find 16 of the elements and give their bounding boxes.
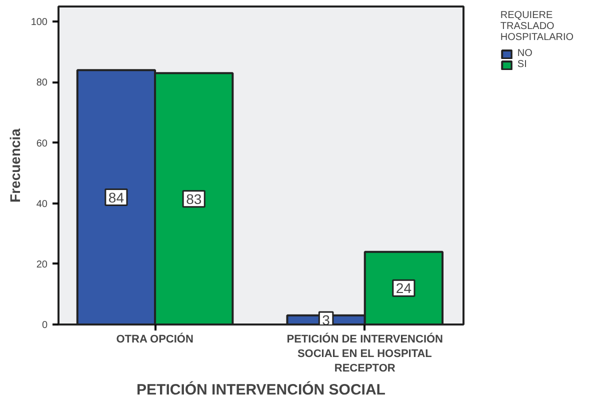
legend-label: SI	[517, 59, 528, 70]
y-tick-label: 100	[30, 17, 48, 28]
y-tick-label: 20	[36, 259, 48, 270]
legend-label: NO	[517, 48, 534, 59]
y-tick-label: 60	[36, 138, 48, 150]
y-tick-label: 0	[42, 320, 48, 331]
x-tick-label: OTRA OPCIÓN	[116, 332, 194, 346]
data-label: 83	[186, 190, 202, 207]
x-tick-label: PETICIÓN DE INTERVENCIÓN SOCIAL EN EL HOSPITAL RECEPTOR	[286, 332, 444, 374]
y-axis-title: Frecuencia	[6, 128, 23, 202]
y-tick-label: 80	[36, 78, 48, 89]
y-tick-label: 40	[36, 198, 48, 210]
legend-title: REQUIERE TRASLADO HOSPITALARIO	[500, 10, 574, 43]
data-label: 24	[396, 280, 412, 296]
data-label: 84	[108, 189, 124, 206]
x-axis-title: PETICIÓN INTERVENCIÓN SOCIAL	[136, 380, 386, 398]
